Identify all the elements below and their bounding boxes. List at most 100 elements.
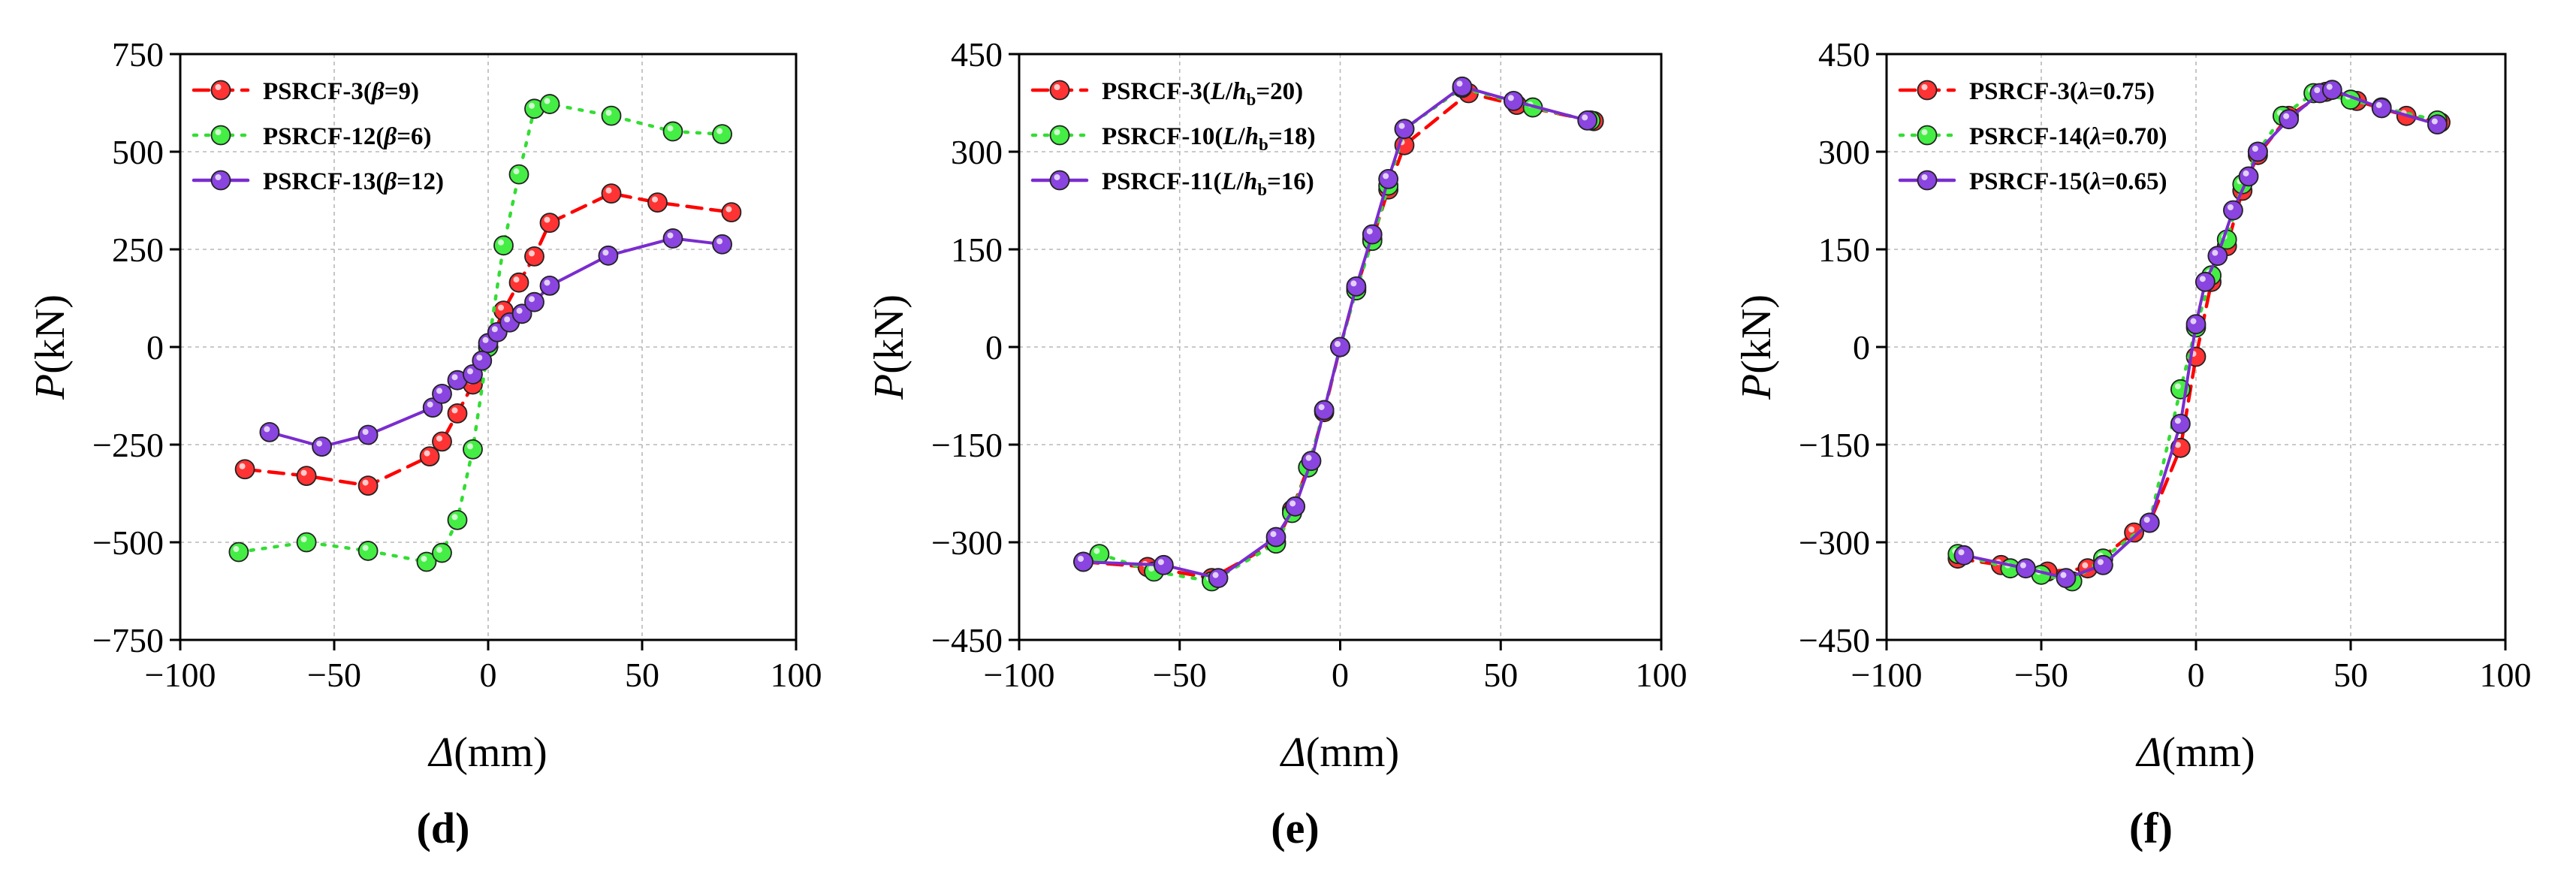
data-point-highlight <box>1383 173 1389 180</box>
data-point <box>1301 451 1322 472</box>
data-point-marker <box>419 446 440 466</box>
data-point-highlight <box>716 238 723 245</box>
legend-swatch-marker <box>1917 80 1938 101</box>
data-point-highlight <box>491 326 498 333</box>
data-point <box>432 384 452 404</box>
x-tick-label: 0 <box>480 656 497 694</box>
data-point <box>601 105 622 126</box>
data-point <box>1362 224 1383 245</box>
legend-swatch-highlight <box>215 84 222 90</box>
legend-entry-3: PSRCF-13(β=12) <box>192 168 444 195</box>
data-point-highlight <box>2019 562 2026 569</box>
data-point-marker <box>524 246 544 267</box>
data-point-marker <box>1265 527 1286 548</box>
y-tick-label: 250 <box>112 231 164 269</box>
data-point <box>472 350 493 371</box>
data-point-marker <box>357 424 379 445</box>
y-tick-label: −150 <box>931 426 1003 464</box>
data-point-marker <box>662 121 683 142</box>
data-point <box>1089 544 1110 564</box>
data-point <box>1378 168 1399 189</box>
data-point-highlight <box>2199 276 2206 282</box>
data-point <box>2207 246 2228 267</box>
data-point-highlight <box>2174 383 2181 390</box>
legend-swatch-highlight <box>1921 129 1928 135</box>
y-tick-label: −450 <box>1799 621 1870 659</box>
data-point-marker <box>2015 558 2036 579</box>
data-point-marker <box>539 94 560 114</box>
legend-swatch-marker <box>1917 170 1938 191</box>
data-point-marker <box>508 164 529 185</box>
legend-swatch-highlight <box>1054 84 1060 90</box>
data-point-marker <box>463 439 483 460</box>
data-point-marker <box>2238 166 2259 187</box>
data-point <box>647 192 668 213</box>
data-point <box>234 459 255 480</box>
legend-label: PSRCF-3(β=9) <box>263 78 419 105</box>
data-point-highlight <box>652 196 658 203</box>
data-point-highlight <box>498 239 504 246</box>
data-point <box>1265 527 1286 548</box>
data-point-marker <box>228 542 249 563</box>
data-point <box>2371 98 2392 119</box>
data-point <box>1394 119 1415 140</box>
data-point-highlight <box>1507 95 1514 101</box>
data-point <box>2427 114 2448 135</box>
data-point <box>447 509 468 530</box>
data-point-marker <box>601 105 622 126</box>
data-point-highlight <box>544 98 550 104</box>
data-point-highlight <box>2314 87 2321 93</box>
y-tick-label: −450 <box>931 621 1003 659</box>
data-point-marker <box>357 475 379 496</box>
y-tick-label: 0 <box>146 328 164 367</box>
data-point-marker <box>539 213 560 234</box>
data-point-highlight <box>1366 228 1373 235</box>
data-point <box>712 234 732 255</box>
data-point-highlight <box>2212 249 2219 256</box>
data-point-highlight <box>1212 572 1219 578</box>
series-line <box>1081 85 1589 580</box>
data-point-marker <box>259 421 280 442</box>
data-point-marker <box>2194 271 2216 292</box>
data-point-highlight <box>2326 83 2333 90</box>
legend-swatch-highlight <box>1921 84 1928 90</box>
data-point-highlight <box>362 545 369 551</box>
legend-swatch-highlight <box>215 129 222 135</box>
legend-swatch-marker <box>210 80 231 101</box>
data-point <box>1153 554 1174 575</box>
data-point-marker <box>1953 545 1974 566</box>
data-point-highlight <box>498 304 504 311</box>
legend-swatch-highlight <box>215 174 222 180</box>
data-point-marker <box>2185 314 2206 335</box>
x-tick-label: 100 <box>1636 656 1688 694</box>
data-point <box>357 475 379 496</box>
data-point-marker <box>2170 413 2191 434</box>
data-point <box>2124 522 2145 543</box>
chart-panel-d: −100 −50 0 50 100−750−500−2500250500750Δ(mm)… <box>27 35 822 852</box>
data-point-marker <box>234 459 255 480</box>
data-point <box>416 551 437 572</box>
x-axis-title: Δ(mm) <box>2135 729 2255 776</box>
data-point-marker <box>1208 568 1229 589</box>
data-point <box>2015 558 2036 579</box>
data-point <box>721 202 742 223</box>
data-point-highlight <box>2252 146 2258 152</box>
data-point-highlight <box>725 206 732 213</box>
data-point <box>432 542 452 563</box>
data-point-highlight <box>529 102 535 109</box>
data-point-highlight <box>451 374 458 381</box>
data-point <box>524 246 544 267</box>
data-point-highlight <box>421 556 427 562</box>
data-point-marker <box>2247 141 2268 162</box>
data-point-marker <box>472 350 493 371</box>
panel-label: (e) <box>1271 804 1319 852</box>
data-point-highlight <box>602 249 609 256</box>
data-point <box>2238 166 2259 187</box>
data-point-highlight <box>2174 442 2181 448</box>
data-point-marker <box>2223 200 2243 221</box>
legend-label: PSRCF-11(L/hb=16) <box>1102 168 1314 199</box>
data-point-highlight <box>667 232 674 239</box>
legend-entry-2: PSRCF-10(L/hb=18) <box>1030 123 1316 154</box>
chart-panel-e: −100 −50 0 50 100 −450 −300 −150 0 150 300 450 Δ(mm)… <box>866 35 1688 852</box>
data-point-highlight <box>2097 559 2104 566</box>
